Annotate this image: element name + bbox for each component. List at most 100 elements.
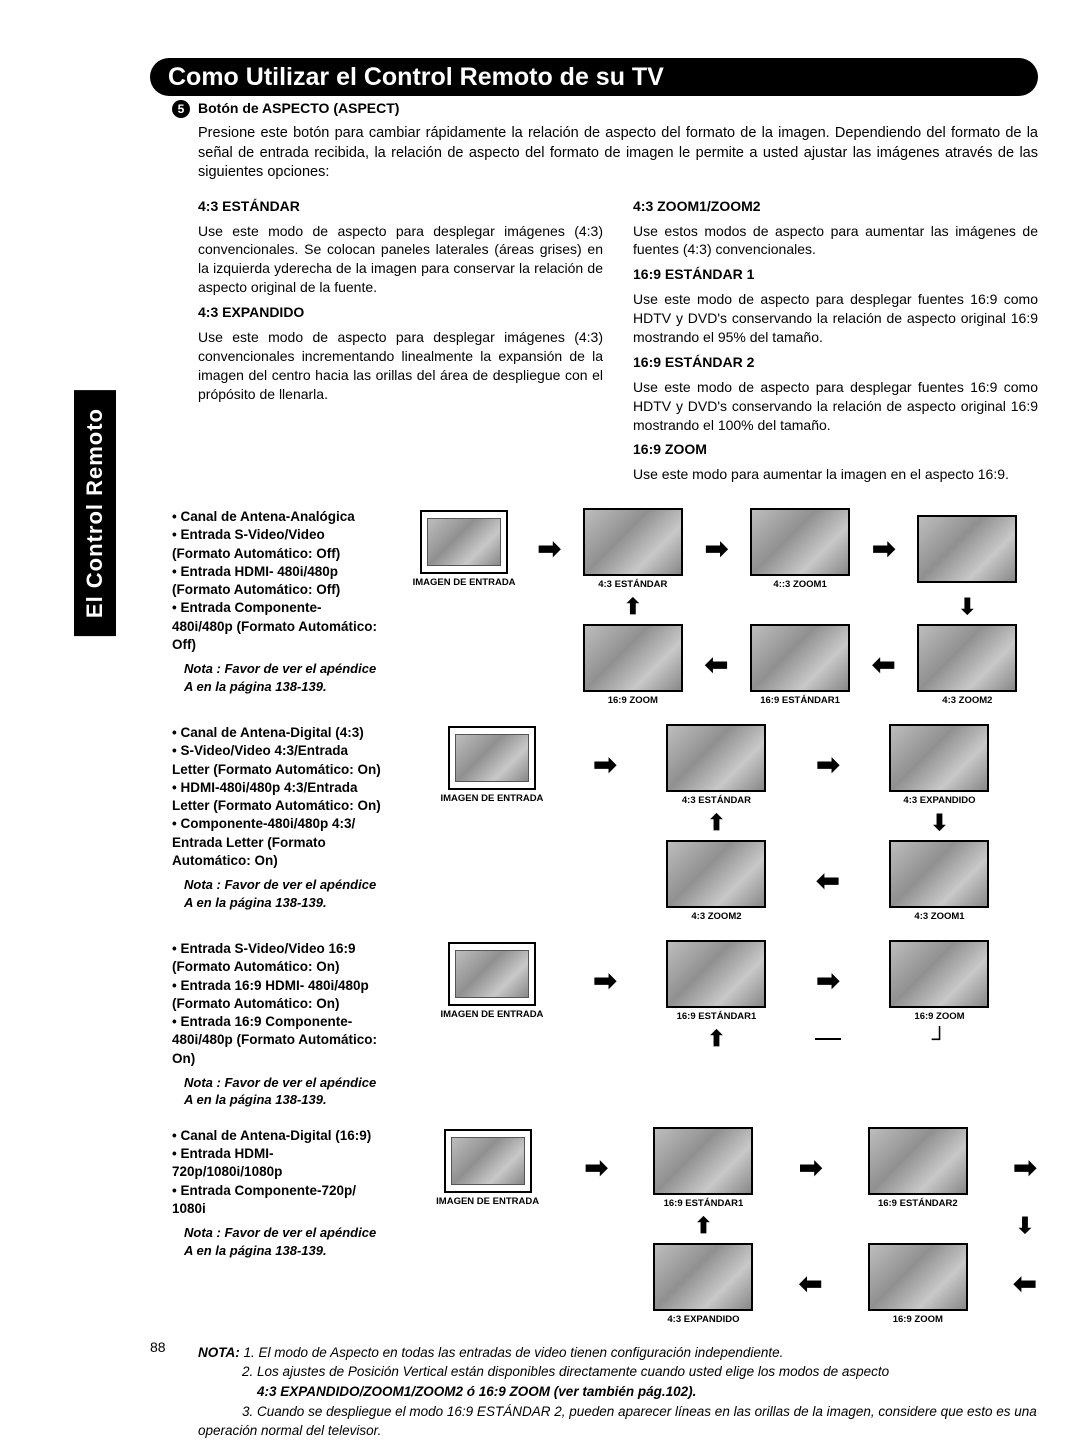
list-item: Entrada Componente-720p/ 1080i [172,1182,382,1218]
list-item: Componente-480i/480p 4:3/ Entrada Letter… [172,815,382,870]
arrow-down-icon: ⬇ [930,812,948,834]
tv-label: IMAGEN DE ENTRADA [413,577,516,588]
tv-label: IMAGEN DE ENTRADA [441,793,544,804]
flow2-note: Nota : Favor de ver el apéndice A en la … [172,876,382,911]
flow1-note: Nota : Favor de ver el apéndice A en la … [172,660,382,695]
h-169std2: 16:9 ESTÁNDAR 2 [633,353,1038,372]
note-3: 3. Cuando se despliegue el modo 16:9 EST… [198,1404,1037,1439]
arrow-left-icon: ⬅ [872,651,895,679]
notes-lead: NOTA: [198,1345,240,1360]
arrow-left-icon: ⬅ [1013,1270,1036,1298]
section-heading-text: Botón de ASPECTO (ASPECT) [198,100,399,116]
arrow-left-icon: ⬅ [799,1270,822,1298]
tv-thumb [889,840,989,908]
h-169zoom: 16:9 ZOOM [633,440,1038,459]
arrow-down-icon: ⬇ [1016,1215,1034,1237]
flow3-left: Entrada S-Video/Video 16:9 (Formato Auto… [172,940,382,1109]
tv-thumb [917,624,1017,692]
page-title-bar: Como Utilizar el Control Remoto de su TV [150,58,1038,96]
tv-label: 16:9 ESTÁNDAR1 [760,695,840,706]
flow4-left: Canal de Antena-Digital (16:9) Entrada H… [172,1127,382,1259]
tv-thumb [420,510,508,574]
h-43exp: 4:3 EXPANDIDO [198,303,603,322]
list-item: Entrada S-Video/Video (Formato Automátic… [172,526,382,562]
h-169std1: 16:9 ESTÁNDAR 1 [633,265,1038,284]
tv-thumb [750,624,850,692]
arrow-right-icon: ➡ [537,535,560,563]
flow-block-4: Canal de Antena-Digital (16:9) Entrada H… [172,1127,1038,1325]
tv-label: IMAGEN DE ENTRADA [441,1009,544,1020]
h-43std: 4:3 ESTÁNDAR [198,197,603,216]
left-column: 4:3 ESTÁNDAR Use este modo de aspecto pa… [198,193,603,491]
tv-thumb [583,624,683,692]
tv-thumb [448,942,536,1006]
flow3-diagram: IMAGEN DE ENTRADA ➡ 16:9 ESTÁNDAR1 ➡ 16:… [392,940,1038,1050]
tv-label: 4:3 ESTÁNDAR [598,579,667,590]
note-1: 1. El modo de Aspecto en todas las entra… [244,1345,784,1360]
flow-block-3: Entrada S-Video/Video 16:9 (Formato Auto… [172,940,1038,1109]
tv-label: 16:9 ESTÁNDAR1 [664,1198,744,1209]
tv-thumb [868,1243,968,1311]
list-item: Entrada S-Video/Video 16:9 (Formato Auto… [172,940,382,976]
arrow-up-icon: ⬆ [707,812,725,834]
p-43exp: Use este modo de aspecto para desplegar … [198,328,603,404]
list-item: Canal de Antena-Digital (16:9) [172,1127,382,1145]
page-number: 88 [150,1339,166,1355]
arrow-left-icon: ⬅ [705,651,728,679]
tv-thumb [666,840,766,908]
list-item: Entrada HDMI- 480i/480p (Formato Automát… [172,563,382,599]
note-2: 2. Los ajustes de Posición Vertical está… [242,1364,889,1379]
arrow-up-icon: ⬆ [624,596,642,618]
h-43zoom: 4:3 ZOOM1/ZOOM2 [633,197,1038,216]
flow2-left: Canal de Antena-Digital (4:3) S-Video/Vi… [172,724,382,911]
tv-label: 4:3 ZOOM2 [691,911,741,922]
section-intro: Presione este botón para cambiar rápidam… [198,124,1038,183]
flow-block-2: Canal de Antena-Digital (4:3) S-Video/Vi… [172,724,1038,922]
p-169std2: Use este modo de aspecto para desplegar … [633,378,1038,435]
flow4-diagram: IMAGEN DE ENTRADA ➡ 16:9 ESTÁNDAR1 ➡ 16:… [392,1127,1038,1325]
arrow-right-icon: ➡ [799,1154,822,1182]
tv-thumb [448,726,536,790]
tv-thumb [583,508,683,576]
arrow-right-icon: ➡ [816,967,839,995]
flow2-diagram: IMAGEN DE ENTRADA ➡ 4:3 ESTÁNDAR ➡ 4:3 E… [392,724,1038,922]
footer-notes: NOTA: 1. El modo de Aspecto en todas las… [198,1343,1038,1441]
arrow-right-icon: ➡ [593,751,616,779]
side-tab: El Control Remoto [74,390,116,636]
flow-block-1: Canal de Antena-Analógica Entrada S-Vide… [172,508,1038,706]
list-item: Entrada Componente- 480i/480p (Formato A… [172,599,382,654]
arrow-up-icon: ⬆ [694,1215,712,1237]
tv-label: 4::3 ZOOM1 [773,579,826,590]
flow1-diagram: IMAGEN DE ENTRADA ➡ 4:3 ESTÁNDAR ➡ 4::3 … [392,508,1038,706]
list-item: Entrada HDMI- 720p/1080i/1080p [172,1145,382,1181]
p-43std: Use este modo de aspecto para desplegar … [198,222,603,298]
p-169std1: Use este modo de aspecto para desplegar … [633,290,1038,347]
p-169zoom: Use este modo para aumentar la imagen en… [633,465,1038,484]
flow3-note: Nota : Favor de ver el apéndice A en la … [172,1074,382,1109]
arrow-right-icon: ➡ [872,535,895,563]
list-item: S-Video/Video 4:3/Entrada Letter (Format… [172,742,382,778]
tv-label: 16:9 ESTÁNDAR2 [878,1198,958,1209]
tv-thumb [889,940,989,1008]
tv-thumb [444,1129,532,1193]
content-area: 5 Botón de ASPECTO (ASPECT) Presione est… [172,100,1038,1441]
tv-label: 16:9 ZOOM [893,1314,943,1325]
tv-thumb [653,1127,753,1195]
tv-thumb [750,508,850,576]
tv-label: 4:3 EXPANDIDO [667,1314,739,1325]
section-heading: 5 Botón de ASPECTO (ASPECT) [172,100,1038,118]
tv-label: 4:3 ZOOM2 [942,695,992,706]
arrow-right-icon: ➡ [1013,1154,1036,1182]
tv-label: IMAGEN DE ENTRADA [436,1196,539,1207]
tv-thumb [868,1127,968,1195]
tv-label: 4:3 ESTÁNDAR [682,795,751,806]
tv-label: 16:9 ZOOM [608,695,658,706]
list-item: Canal de Antena-Analógica [172,508,382,526]
tv-label: 4:3 ZOOM1 [914,911,964,922]
tv-thumb [666,724,766,792]
flow4-note: Nota : Favor de ver el apéndice A en la … [172,1224,382,1259]
flow1-left: Canal de Antena-Analógica Entrada S-Vide… [172,508,382,695]
arrow-down-icon: ⬇ [958,596,976,618]
list-item: Entrada 16:9 HDMI- 480i/480p (Formato Au… [172,977,382,1013]
p-43zoom: Use estos modos de aspecto para aumentar… [633,222,1038,260]
